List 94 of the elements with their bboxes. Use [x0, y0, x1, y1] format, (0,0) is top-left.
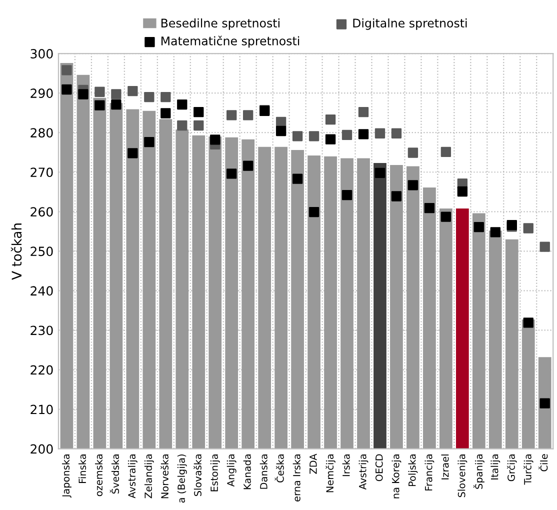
x-tick-label: Španija — [473, 454, 484, 489]
x-tick-label: Poljska — [408, 454, 418, 486]
x-tick-label: Grčija — [506, 454, 517, 482]
point — [128, 86, 138, 96]
point — [342, 130, 352, 140]
point — [523, 223, 534, 234]
point — [325, 134, 336, 144]
y-tick-label: 280 — [30, 128, 53, 138]
point — [78, 89, 88, 100]
y-tick-label: 240 — [30, 286, 53, 296]
point — [308, 131, 320, 142]
y-tick-label: 250 — [30, 246, 53, 256]
point — [523, 318, 534, 328]
point — [408, 180, 418, 190]
x-tick-label: a (Belgija) — [177, 454, 187, 503]
point — [440, 212, 452, 222]
y-tick-label: 290 — [30, 88, 53, 98]
x-tick-label: Estonija — [210, 454, 220, 492]
point — [111, 99, 122, 110]
x-tick-label: Italija — [490, 454, 500, 480]
x-tick-label: Finska — [78, 454, 86, 483]
x-tick-label: OECD — [375, 454, 383, 482]
x-tick-label: Danska — [260, 454, 268, 489]
x-tick-label: Nemčija — [326, 454, 336, 492]
point — [391, 128, 402, 138]
point — [358, 129, 369, 140]
x-tick-label: Turčija — [523, 454, 534, 485]
x-tick-label: Norveška — [160, 454, 168, 498]
x-tick-label: Slovenija — [458, 454, 468, 498]
y-axis-title: V točkah — [10, 224, 22, 280]
x-tick-label: Francija — [424, 454, 434, 490]
point — [276, 126, 286, 136]
y-tick-label: 300 — [30, 49, 53, 58]
point — [210, 134, 220, 145]
legend-label: Digitalne spretnosti — [353, 18, 467, 30]
point — [160, 92, 171, 102]
legend-label: Besedilne spretnosti — [161, 18, 280, 30]
point — [177, 99, 188, 110]
point — [160, 108, 171, 118]
point — [226, 168, 237, 179]
point — [177, 120, 188, 131]
point — [342, 190, 352, 200]
x-tick-label: Slovaška — [194, 454, 202, 496]
x-tick-label: Japonska — [62, 454, 72, 498]
x-tick-label: ozemska — [95, 454, 103, 496]
x-tick-label: na Koreja — [392, 454, 402, 498]
point — [292, 174, 303, 184]
x-tick-label: Zelandija — [144, 454, 154, 498]
x-tick-label: Avstralija — [128, 454, 138, 498]
point — [457, 186, 468, 197]
x-tick-label: Anglija — [226, 454, 236, 487]
y-tick-label: 270 — [30, 168, 53, 178]
x-tick-label: Švedska — [110, 454, 120, 494]
point — [144, 92, 154, 102]
y-tick-label: 230 — [30, 326, 53, 336]
point — [62, 65, 72, 76]
point — [243, 160, 254, 171]
point — [94, 86, 105, 97]
y-tick-label: 220 — [30, 365, 53, 375]
legend-label: Matematične spretnosti — [161, 36, 300, 48]
x-tick-label: Avstrija — [358, 454, 368, 490]
point — [111, 89, 122, 100]
x-tick-label: Izrael — [441, 454, 449, 480]
point — [325, 114, 336, 125]
point — [490, 227, 500, 238]
point — [540, 398, 550, 408]
x-tick-label: Kanada — [243, 454, 251, 490]
point — [243, 110, 254, 120]
point — [62, 84, 72, 95]
point — [374, 128, 386, 138]
point — [94, 100, 105, 110]
point — [408, 148, 418, 158]
x-tick-label: ZDA — [310, 454, 317, 474]
point — [540, 242, 550, 252]
x-tick-label: Češka — [274, 454, 284, 482]
x-tick-label: erna Irska — [292, 454, 300, 502]
x-tick-label: Čile — [538, 454, 548, 472]
point — [128, 148, 138, 158]
y-tick-label: 200 — [30, 444, 53, 454]
point — [292, 131, 303, 142]
point — [391, 191, 402, 202]
point — [474, 222, 484, 232]
point — [308, 206, 320, 218]
x-tick-label: Irska — [342, 454, 350, 476]
y-tick-label: 260 — [30, 207, 53, 217]
point — [194, 120, 204, 131]
point — [144, 137, 154, 148]
point — [440, 146, 452, 158]
point — [226, 110, 237, 120]
point — [194, 106, 204, 118]
y-tick-label: 210 — [30, 404, 53, 414]
point — [358, 106, 369, 118]
point — [374, 168, 386, 178]
point — [424, 203, 435, 214]
